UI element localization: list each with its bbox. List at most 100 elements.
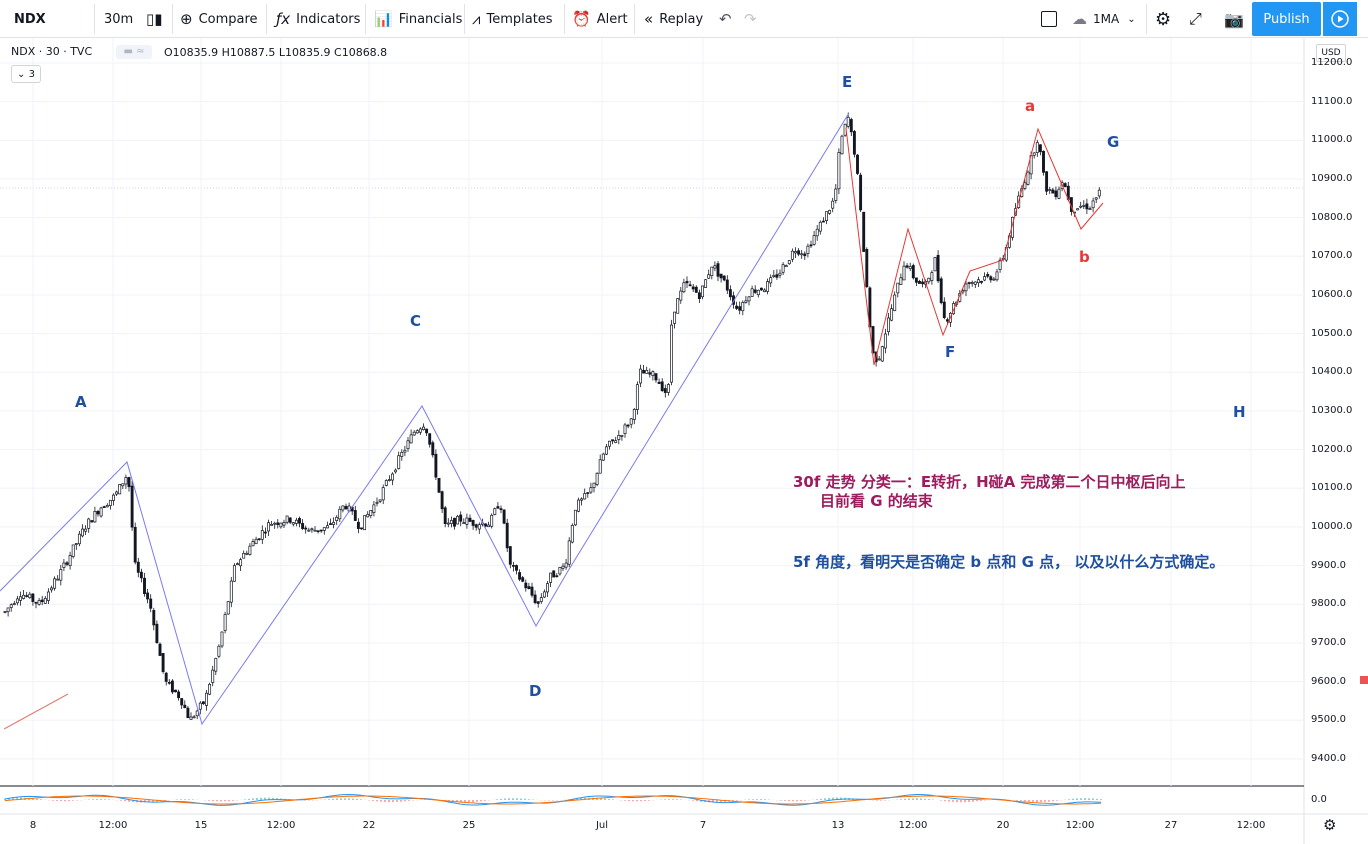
candle-body (502, 509, 506, 524)
candle-body (158, 643, 162, 656)
candle-body (229, 580, 233, 603)
templates-button[interactable]: ⩘ Templates (472, 0, 553, 38)
scale-settings-button[interactable]: ⚙ (1323, 816, 1336, 834)
price-tick: 10300.0 (1311, 404, 1353, 416)
candle-body (226, 601, 230, 615)
wave-label-h: H (1233, 403, 1246, 421)
candle-body (329, 523, 332, 525)
financials-button[interactable]: 📊 Financials (374, 0, 462, 38)
candle-body (22, 594, 26, 599)
candle-body (99, 507, 103, 517)
candle-body (518, 572, 522, 580)
alert-label: Alert (596, 11, 628, 27)
collapse-indicators-button[interactable]: ⌄ 3 (11, 65, 41, 83)
candle-body (294, 519, 298, 524)
time-tick: 12:00 (1236, 820, 1266, 831)
indicators-button[interactable]: ƒx Indicators (276, 0, 360, 38)
candle-body (332, 521, 336, 525)
legend-flags[interactable]: ▬ ≈ (116, 45, 152, 59)
candle-body (276, 522, 280, 525)
candle-body (369, 510, 373, 516)
currency-label[interactable]: USD (1316, 44, 1346, 62)
candle-body (561, 565, 565, 569)
candle-body (245, 552, 249, 555)
candle-body (394, 469, 398, 473)
alarm-clock-icon: ⏰ (572, 10, 591, 28)
candle-body (25, 595, 29, 597)
candle-body (146, 592, 150, 600)
plus-circle-icon: ⊕ (180, 10, 193, 28)
candle-body (719, 273, 723, 279)
time-tick: Jul (595, 820, 609, 831)
divider (365, 4, 366, 34)
candle-body (967, 282, 971, 284)
fullscreen-layout-button[interactable] (1041, 0, 1057, 38)
layout-name-button[interactable]: ☁ 1MA ⌄ (1072, 0, 1136, 38)
settings-button[interactable]: ⚙ (1155, 0, 1177, 38)
candle-body (360, 527, 363, 530)
candle-body (319, 529, 323, 532)
candle-body (815, 228, 819, 237)
candle-body (105, 505, 109, 508)
candle-body (632, 409, 636, 420)
candle-body (1079, 205, 1083, 208)
candle-body (657, 381, 661, 384)
replay-button[interactable]: « Replay (644, 0, 703, 38)
candle-body (1023, 182, 1027, 189)
candle-body (189, 716, 193, 720)
wave-drawings (0, 112, 1104, 730)
candle-body (223, 614, 227, 631)
candle-body (56, 578, 60, 581)
candle-body (87, 518, 91, 529)
trend-line (3, 693, 69, 730)
candle-body (973, 281, 977, 285)
candle-body (608, 440, 611, 447)
candle-body (759, 287, 763, 291)
alert-button[interactable]: ⏰ Alert (572, 0, 628, 38)
candle-body (139, 571, 143, 579)
candle-body (986, 274, 990, 277)
candle-body (136, 561, 140, 573)
divider (464, 4, 465, 34)
chart-canvas[interactable] (0, 38, 1368, 844)
wave-label-f: F (945, 343, 956, 361)
price-tick: 9400.0 (1311, 752, 1346, 764)
compare-button[interactable]: ⊕ Compare (180, 0, 258, 38)
candle-body (505, 522, 509, 549)
interval-button[interactable]: 30m (104, 0, 133, 38)
candle-body (908, 266, 912, 270)
candle-body (542, 591, 546, 598)
candle-body (167, 682, 171, 684)
candle-body (428, 433, 432, 445)
wave-label-a-lower: a (1025, 97, 1036, 115)
candle-body (862, 211, 866, 252)
redo-button[interactable]: ↷ (744, 0, 763, 38)
candle-body (422, 426, 425, 431)
candle-body (459, 514, 463, 522)
candle-body (893, 294, 897, 311)
price-tick: 9700.0 (1311, 636, 1346, 648)
candle-body (301, 523, 305, 529)
symbol-search[interactable]: NDX (14, 0, 46, 38)
candles-icon: ▯▮ (146, 10, 163, 28)
candle-body (403, 449, 407, 453)
publish-button[interactable]: Publish (1252, 2, 1321, 36)
fullscreen-button[interactable]: ⤢ (1189, 0, 1208, 38)
undo-button[interactable]: ↶ (719, 0, 738, 38)
play-button[interactable] (1323, 2, 1357, 36)
templates-label: Templates (486, 11, 553, 27)
price-tick: 10400.0 (1311, 366, 1353, 378)
chevron-down-icon: ⌄ (1127, 13, 1136, 25)
candle-body (183, 704, 187, 709)
candle-body (409, 434, 413, 444)
blue-wave-line (0, 112, 850, 726)
candle-body (37, 600, 41, 605)
candle-body (418, 428, 422, 433)
snapshot-button[interactable]: 📷 (1224, 0, 1250, 38)
candle-body (846, 116, 850, 127)
camera-icon: 📷 (1224, 9, 1244, 29)
candle-body (942, 301, 946, 318)
chart-type-button[interactable]: ▯▮ (146, 0, 169, 38)
candle-body (970, 282, 974, 284)
candle-body (174, 689, 177, 693)
